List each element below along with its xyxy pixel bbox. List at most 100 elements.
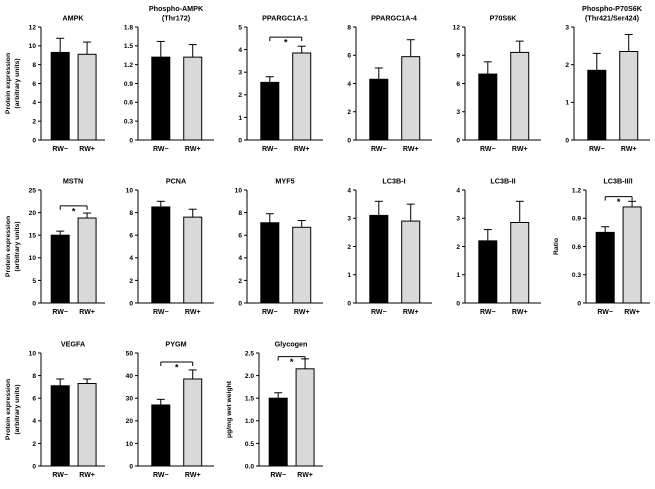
y-axis-label: Protein expression [5,53,12,114]
y-tick-label: 50 [126,350,134,357]
y-tick-label: 10 [29,350,37,357]
y-tick-label: 5 [32,278,36,285]
x-tick-label: RW+ [185,472,201,479]
bar-rw-minus [369,214,389,304]
y-tick-label: 0 [456,137,460,144]
y-axis-label: μg/mg wet weight [226,380,233,438]
sig-star: * [284,38,288,48]
y-tick-label: 0.0 [245,463,254,470]
x-tick-label: RW− [262,309,278,316]
bar-rw-minus [50,385,70,467]
x-tick-label: RW+ [294,309,310,316]
y-tick-label: 4 [32,418,36,425]
x-tick-label: RW+ [621,146,637,153]
y-tick-label: 4 [347,81,351,88]
y-tick-label: 2 [347,244,351,251]
y-tick-label: 0 [456,300,460,307]
y-tick-label: 10 [126,187,134,194]
y-axis-label: Ratio [553,238,560,255]
bar-rw-plus [77,217,97,304]
y-tick-label: 3 [565,24,569,31]
y-tick-label: 12 [453,24,461,31]
panel-title: MSTN [63,177,83,186]
x-tick-label: RW− [153,472,169,479]
y-tick-label: 6 [238,233,242,240]
y-tick-label: 3 [347,216,351,223]
x-tick-label: RW− [480,309,496,316]
chart-panel-phospho-p70s6k: Phospho-P70S6K(Thr421/Ser424) 0 1 2 3 RW− RW+ [565,4,650,153]
x-tick-label: RW+ [79,309,95,316]
y-tick-label: 0 [347,137,351,144]
bar-rw-plus [77,383,97,467]
x-tick-label: RW− [597,309,613,316]
chart-panel-myf5: MYF5 0 2 4 6 8 10 RW− RW+ [235,177,323,316]
y-tick-label: 8 [347,24,351,31]
y-tick-label: 0 [32,300,36,307]
bar-rw-minus [478,73,498,141]
chart-panel-mstn: MSTN 0 5 10 15 20 25 Protein expression (arbitra… [5,177,105,316]
bar-rw-minus [151,206,171,304]
y-tick-label: 2 [129,278,133,285]
y-tick-label: 8 [129,210,133,217]
y-tick-label: 25 [29,187,37,194]
y-tick-label: 1.2 [572,187,581,194]
panel-title: PPARGC1A-4 [371,14,417,23]
x-tick-label: RW+ [294,146,310,153]
y-tick-label: 0.9 [572,216,581,223]
y-tick-label: 20 [29,210,37,217]
chart-panel-pygm: PYGM 0 10 20 30 40 50 RW− RW+ * [126,340,214,479]
x-tick-label: RW− [480,146,496,153]
bar-rw-minus [151,404,171,467]
panel-title: PYGM [165,340,186,349]
y-tick-label: 0 [577,300,581,307]
bar-rw-plus [183,216,203,304]
y-tick-label: 8 [32,373,36,380]
y-tick-label: 8 [32,62,36,69]
x-tick-label: RW+ [403,146,419,153]
x-tick-label: RW+ [79,472,95,479]
y-tick-label: 0.6 [124,100,133,107]
y-tick-label: 12 [29,24,37,31]
panel-title: (Thr421/Ser424) [585,14,640,23]
panel-title: AMPK [62,14,84,23]
y-tick-label: 3 [456,109,460,116]
y-tick-label: 0 [238,137,242,144]
y-tick-label: 2 [347,109,351,116]
x-tick-label: RW− [371,146,387,153]
y-tick-label: 6 [347,53,351,60]
bar-rw-minus [478,240,498,304]
sig-star: * [290,357,294,367]
panel-title: Glycogen [275,340,308,349]
y-tick-label: 4 [238,255,242,262]
y-tick-label: 2.0 [245,373,254,380]
y-tick-label: 4 [456,187,460,194]
y-tick-label: 0.3 [124,119,133,126]
panel-title: VEGFA [61,340,85,349]
bar-rw-plus [401,220,421,304]
y-tick-label: 40 [126,373,134,380]
panel-title: PPARGC1A-1 [262,14,308,23]
chart-row-1: AMPK 0 2 4 6 8 10 12 Protein expression (arbitrar… [0,0,655,163]
y-tick-label: 3 [456,216,460,223]
x-tick-label: RW+ [297,472,313,479]
bar-rw-minus [260,222,280,304]
y-tick-label: 1 [238,115,242,122]
y-tick-label: 1 [456,272,460,279]
y-tick-label: 1 [565,100,569,107]
y-tick-label: 3 [238,70,242,77]
x-tick-label: RW− [52,472,68,479]
y-tick-label: 2 [565,62,569,69]
bar-rw-minus [50,234,70,304]
y-axis-label: Protein expression [5,379,12,440]
y-tick-label: 0 [565,137,569,144]
y-tick-label: 8 [238,210,242,217]
y-tick-label: 10 [29,255,37,262]
y-tick-label: 4 [32,100,36,107]
panel-title: Phospho-P70S6K [582,4,643,13]
y-tick-label: 9 [456,53,460,60]
x-tick-label: RW+ [185,146,201,153]
bar-rw-minus [595,231,615,304]
y-axis-label: Protein expression [5,216,12,277]
bar-rw-minus [50,51,70,141]
